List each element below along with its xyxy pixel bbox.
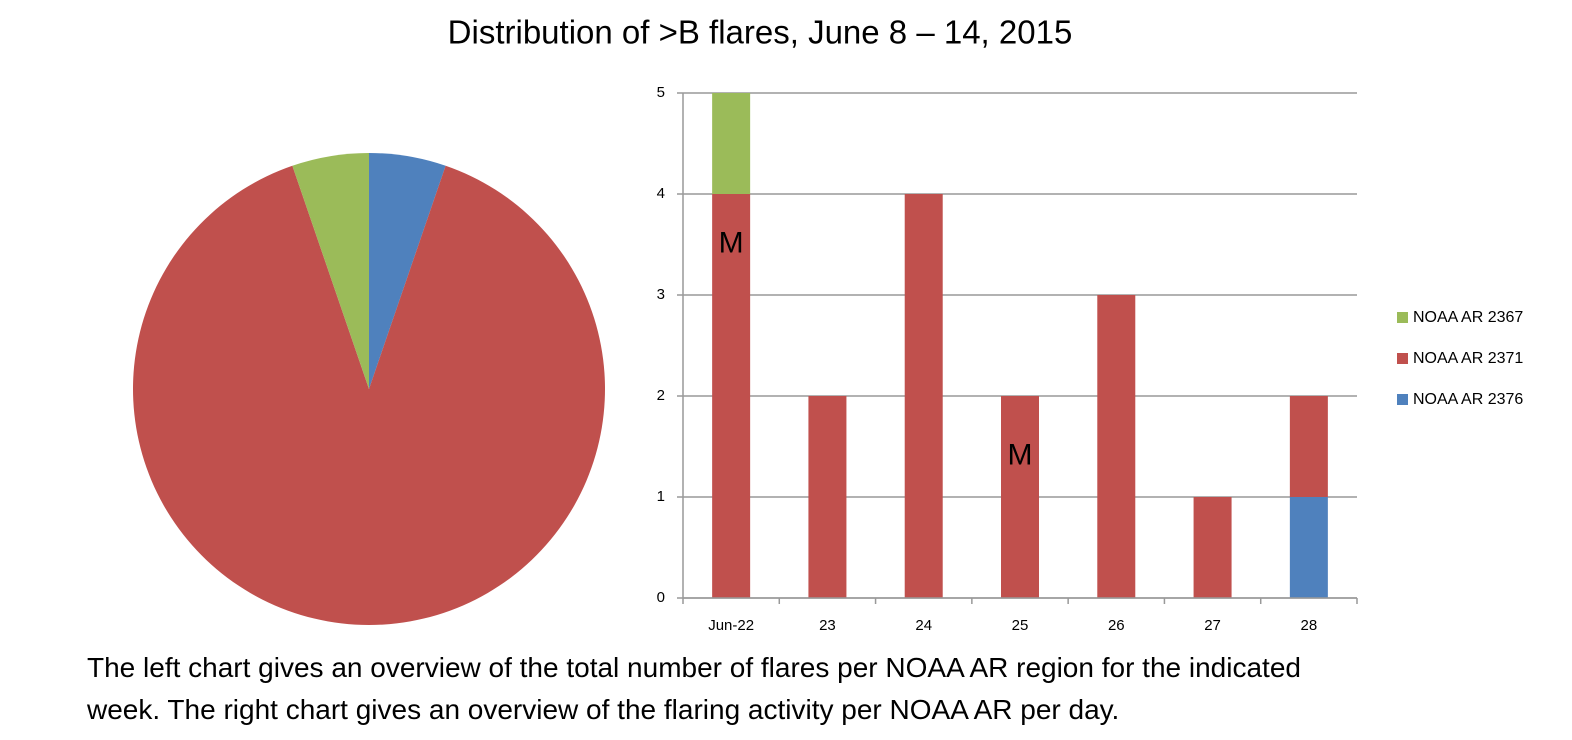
caption-line: The left chart gives an overview of the … xyxy=(87,652,1301,683)
caption-line: week. The right chart gives an overview … xyxy=(87,694,1120,725)
pie-slice xyxy=(133,165,605,626)
bar xyxy=(1193,497,1232,598)
legend-swatch xyxy=(1397,394,1408,405)
y-tick-label: 5 xyxy=(657,84,665,101)
legend-swatch xyxy=(1397,353,1408,364)
bar xyxy=(1001,396,1039,598)
legend-label: NOAA AR 2371 xyxy=(1413,350,1523,367)
x-tick-label: 26 xyxy=(1108,617,1125,634)
bar xyxy=(712,93,751,194)
x-tick-label: 24 xyxy=(915,617,932,634)
annotation: M xyxy=(719,226,744,259)
bar xyxy=(1289,396,1328,497)
y-tick-label: 2 xyxy=(657,387,665,404)
legend-label: NOAA AR 2376 xyxy=(1413,391,1523,408)
x-tick-label: 25 xyxy=(1012,617,1029,634)
x-tick-label: 27 xyxy=(1204,617,1221,634)
pie-slice xyxy=(292,153,369,389)
y-tick-label: 4 xyxy=(657,185,665,202)
annotation: M xyxy=(1008,439,1033,472)
bar xyxy=(712,194,751,598)
legend-swatch xyxy=(1397,312,1408,323)
y-tick-label: 0 xyxy=(657,589,665,606)
y-tick-label: 1 xyxy=(657,488,665,505)
pie-slice xyxy=(369,153,446,389)
bar xyxy=(1097,295,1136,598)
bar xyxy=(904,194,943,598)
bar xyxy=(808,396,847,598)
bar xyxy=(1289,497,1328,598)
y-tick-label: 3 xyxy=(657,286,665,303)
title: Distribution of >B flares, June 8 – 14, … xyxy=(448,14,1073,51)
x-tick-label: Jun-22 xyxy=(708,617,754,634)
x-tick-label: 23 xyxy=(819,617,836,634)
x-tick-label: 28 xyxy=(1301,617,1318,634)
legend-label: NOAA AR 2367 xyxy=(1413,309,1523,326)
